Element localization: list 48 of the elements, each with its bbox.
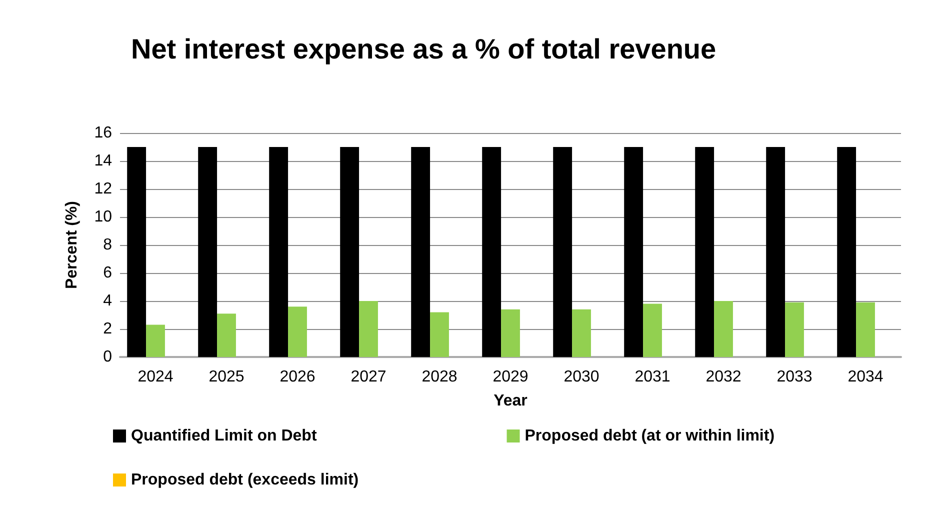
bar [217, 314, 236, 357]
bar [785, 302, 804, 357]
legend-label: Proposed debt (exceeds limit) [131, 472, 359, 488]
bar [430, 312, 449, 357]
bar [553, 147, 572, 357]
bar [501, 309, 520, 357]
y-tick-label: 12 [94, 180, 112, 198]
x-tick-label: 2033 [776, 368, 812, 386]
bar [482, 147, 502, 357]
bar [127, 147, 146, 357]
x-tick-label: 2026 [280, 368, 316, 386]
bar [695, 147, 714, 357]
x-tick-label: 2025 [208, 368, 244, 386]
y-tick-label: 2 [103, 320, 112, 338]
y-tick-label: 16 [94, 124, 112, 142]
bar [359, 301, 378, 357]
bar [269, 147, 288, 357]
bar [624, 147, 644, 357]
bar [198, 147, 218, 357]
y-tick-label: 10 [94, 208, 112, 226]
bar [288, 306, 307, 357]
bar [411, 147, 430, 357]
x-tick-label: 2031 [634, 368, 670, 386]
x-tick-label: 2034 [848, 368, 884, 386]
x-tick-label: 2028 [422, 368, 458, 386]
bar [572, 309, 591, 357]
bar [766, 147, 786, 357]
x-tick-label: 2029 [492, 368, 528, 386]
bar [146, 324, 165, 357]
bar [643, 304, 662, 357]
x-axis-title: Year [494, 392, 528, 410]
x-tick-label: 2024 [138, 368, 174, 386]
y-tick-label: 0 [103, 348, 112, 366]
y-axis-title: Percent (%) [64, 200, 80, 290]
y-tick-label: 4 [103, 292, 112, 310]
legend-label: Proposed debt (at or within limit) [524, 428, 775, 444]
bar [340, 147, 360, 357]
bar [837, 147, 856, 357]
y-tick-label: 6 [103, 264, 112, 282]
legend-label: Quantified Limit on Debt [131, 428, 318, 444]
x-tick-label: 2032 [706, 368, 742, 386]
chart-title: Net interest expense as a % of total revenue [131, 34, 716, 64]
bar [714, 301, 733, 357]
y-tick-label: 14 [94, 152, 112, 170]
bar [856, 302, 875, 357]
x-tick-label: 2027 [350, 368, 386, 386]
y-tick-label: 8 [103, 236, 112, 254]
x-tick-label: 2030 [564, 368, 600, 386]
